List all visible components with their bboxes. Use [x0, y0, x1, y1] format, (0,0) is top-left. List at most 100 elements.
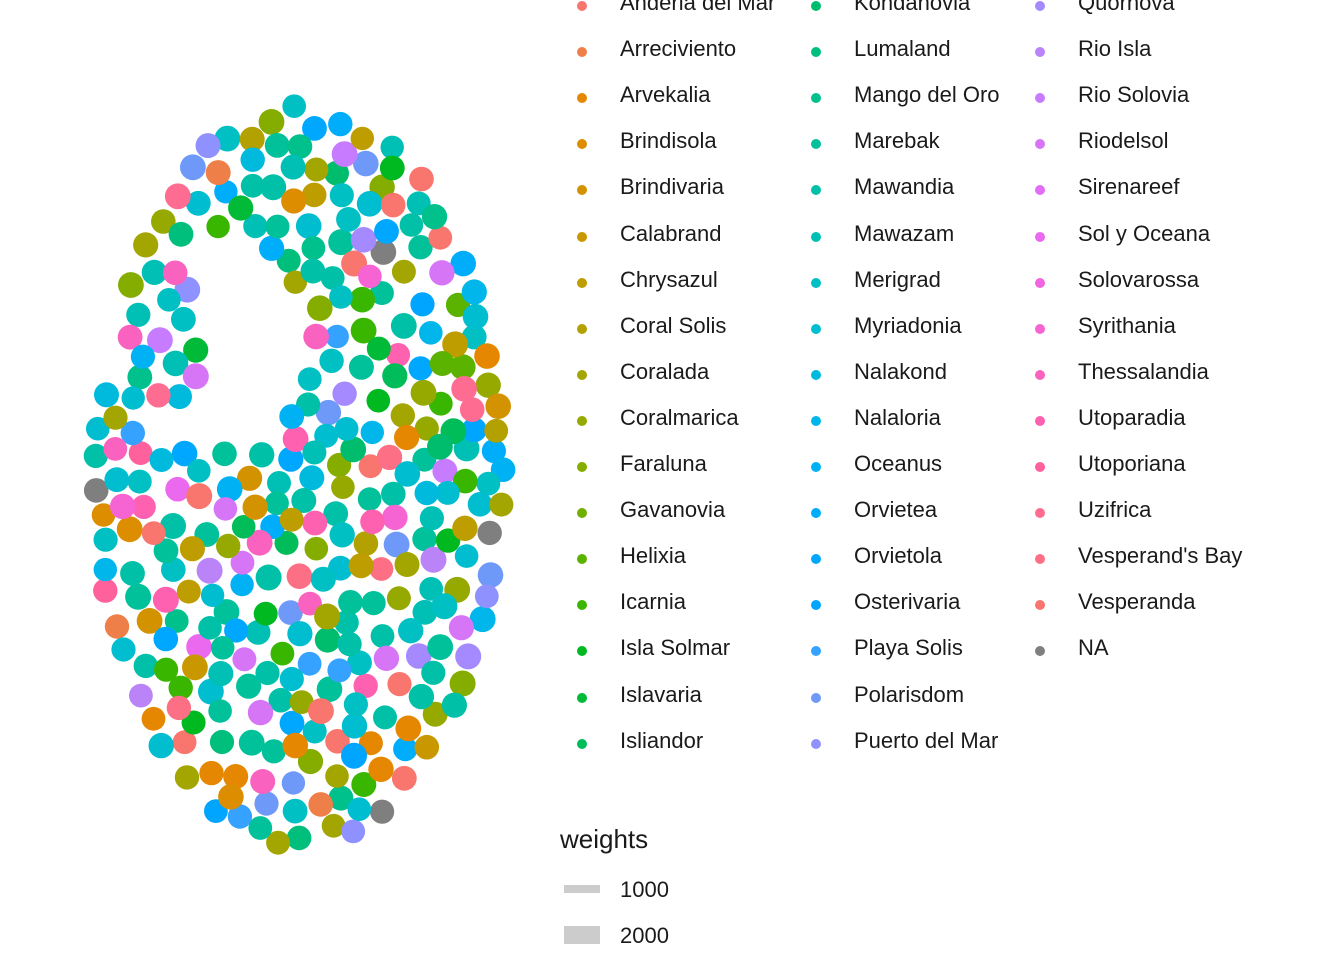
scatter-point — [353, 150, 379, 177]
legend-label: Puerto del Mar — [854, 727, 999, 753]
scatter-point — [260, 174, 287, 201]
scatter-point — [409, 166, 434, 192]
scatter-point — [282, 94, 307, 118]
scatter-point — [302, 115, 327, 141]
legend-label: Vesperand's Bay — [1078, 543, 1243, 569]
scatter-point — [432, 458, 458, 484]
scatter-point — [469, 606, 496, 633]
scatter-point — [239, 126, 265, 152]
scatter-point — [243, 214, 268, 239]
scatter-point — [129, 683, 153, 708]
legend-label: Sirenareef — [1078, 174, 1180, 200]
scatter-point — [242, 494, 268, 520]
scatter-point — [393, 736, 418, 762]
scatter-point — [205, 160, 231, 186]
scatter-point — [198, 616, 222, 640]
legend: Anderia del Mar Arreciviento Arvekalia Brin… — [560, 0, 1340, 960]
scatter-point — [451, 376, 477, 402]
legend-color-dot — [577, 692, 587, 703]
legend-label: Uzifrica — [1078, 497, 1152, 523]
scatter-point — [287, 134, 313, 159]
scatter-point — [395, 715, 422, 742]
scatter-point — [331, 475, 355, 500]
scatter-point — [264, 491, 289, 516]
scatter-point — [302, 440, 327, 465]
scatter-point — [86, 416, 110, 441]
scatter-point — [358, 264, 382, 289]
scatter-point — [182, 654, 208, 681]
legend-label: Rio Solovia — [1078, 82, 1190, 108]
scatter-point — [476, 471, 501, 496]
scatter-point — [421, 204, 448, 230]
scatter-point — [213, 599, 240, 625]
scatter-point — [386, 343, 411, 367]
scatter-point — [301, 236, 326, 260]
scatter-point — [214, 125, 241, 152]
scatter-point — [484, 418, 509, 443]
legend-color-dot — [1035, 139, 1045, 150]
scatter-point — [369, 281, 394, 306]
scatter-point — [120, 420, 145, 446]
scatter-point — [141, 706, 166, 731]
scatter-point — [419, 506, 444, 531]
scatter-point — [125, 583, 152, 610]
legend-color-dot — [577, 93, 587, 104]
scatter-point — [412, 599, 438, 625]
legend-label: Quornova — [1078, 0, 1175, 15]
scatter-point — [210, 636, 235, 660]
scatter-point — [83, 443, 108, 468]
scatter-point — [297, 748, 324, 775]
scatter-point — [452, 515, 478, 541]
scatter-point — [153, 538, 179, 564]
scatter-point — [127, 469, 152, 494]
scatter-point — [450, 354, 476, 380]
scatter-point — [266, 830, 291, 855]
scatter-point — [334, 417, 359, 441]
scatter-point — [391, 259, 416, 284]
legend-label: Anderia del Mar — [620, 0, 776, 15]
scatter-point — [179, 536, 205, 562]
legend-color-dot — [811, 600, 821, 611]
scatter-point — [223, 764, 249, 789]
scatter-point — [308, 698, 334, 724]
scatter-point — [280, 154, 306, 180]
scatter-point — [93, 578, 118, 603]
scatter-point — [435, 480, 460, 505]
scatter-point — [171, 306, 196, 332]
scatter-point — [303, 323, 329, 350]
scatter-point — [149, 448, 174, 472]
legend-color-dot — [577, 369, 587, 380]
scatter-point — [255, 660, 280, 686]
scatter-point — [336, 207, 361, 232]
scatter-point — [246, 529, 273, 556]
scatter-point — [420, 546, 447, 573]
scatter-point — [454, 544, 479, 568]
scatter-point — [299, 465, 325, 491]
legend-label: Nalakond — [854, 358, 947, 384]
scatter-point — [390, 403, 415, 428]
legend-label: NA — [1078, 635, 1109, 661]
scatter-point — [133, 232, 159, 258]
scatter-point — [347, 797, 372, 821]
scatter-point — [206, 214, 230, 239]
legend-label: Brindisola — [620, 128, 717, 154]
scatter-point — [187, 459, 211, 483]
scatter-point — [394, 461, 421, 487]
legend-color-dot — [577, 462, 587, 472]
scatter-point — [340, 436, 367, 463]
scatter-point — [295, 213, 322, 239]
scatter-point — [279, 666, 304, 692]
scatter-point — [249, 442, 275, 468]
legend-color-dot — [811, 323, 821, 334]
scatter-point — [183, 337, 209, 363]
scatter-point — [152, 586, 179, 613]
scatter-point — [316, 676, 343, 702]
scatter-point — [270, 641, 295, 666]
scatter-point — [261, 739, 286, 764]
legend-label: Islavaria — [620, 681, 702, 707]
scatter-point — [408, 235, 433, 260]
scatter-point — [380, 135, 404, 159]
scatter-point — [282, 732, 309, 759]
scatter-point — [83, 478, 109, 503]
scatter-point — [267, 471, 291, 495]
